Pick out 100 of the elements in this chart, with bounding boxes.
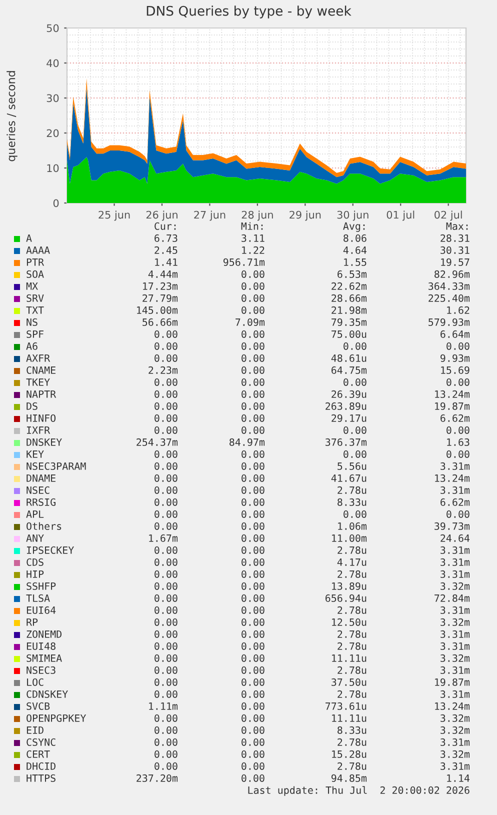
text: 0.00 <box>154 654 178 662</box>
text: 21.98m <box>332 306 367 314</box>
text: 24.64 <box>440 534 470 542</box>
legend-label: NSEC3PARAM <box>26 462 86 470</box>
y-tick-label: 40 <box>46 59 59 68</box>
text: 56.66m <box>142 318 178 326</box>
y-tick-label: 50 <box>46 24 59 32</box>
text: 0.00 <box>154 342 178 350</box>
text: 75.00u <box>332 330 366 338</box>
text: 0.00 <box>242 750 264 758</box>
text: 1.55 <box>344 258 366 266</box>
text: 0.00 <box>242 618 264 626</box>
text: 2.78u <box>338 690 366 698</box>
text: 0.00 <box>154 642 178 650</box>
text: 17.23m <box>143 282 178 290</box>
legend-label: AXFR <box>26 354 50 362</box>
text: 3.31m <box>440 570 470 578</box>
text: 0.00 <box>242 450 264 458</box>
text: 4.64 <box>343 246 367 254</box>
text: 3.31m <box>440 630 470 638</box>
text: 0.00 <box>242 294 264 302</box>
legend-label: DNAME <box>26 474 56 482</box>
text: 0.00 <box>242 738 264 746</box>
text: 237.20m <box>136 774 178 782</box>
text: 0.00 <box>154 714 178 722</box>
text: 11.11u <box>332 654 366 662</box>
text: Last update: Thu Jul 2 20:00:02 2026 <box>248 786 470 796</box>
text: 0.00 <box>154 474 178 482</box>
text: 28.66m <box>332 294 367 302</box>
x-tick-label: 30 jun <box>337 210 368 221</box>
text: 0.00 <box>154 690 178 698</box>
legend-label: OPENPGPKEY <box>26 714 86 722</box>
text: 263.89u <box>326 402 366 410</box>
legend-label: DHCID <box>26 762 56 770</box>
text: 0.00 <box>242 594 264 602</box>
text: 773.61u <box>326 702 366 710</box>
legend-label: SRV <box>26 294 44 302</box>
text: 0.00 <box>154 678 178 686</box>
text: 956.71m <box>223 258 265 266</box>
text: 0.00 <box>154 402 178 410</box>
text: 2.78u <box>338 738 366 746</box>
text: 13.24m <box>435 702 470 710</box>
text: 0.00 <box>344 426 366 434</box>
text: 2.23m <box>148 366 178 374</box>
text: 82.96m <box>434 270 470 278</box>
text: 3.32m <box>440 726 470 734</box>
text: 0.00 <box>154 330 178 338</box>
legend-label: ZONEMD <box>26 630 62 638</box>
text: 0.00 <box>446 378 470 386</box>
legend-label: SVCB <box>26 702 50 710</box>
text: 0.00 <box>344 342 366 350</box>
text: 30.31 <box>440 246 470 254</box>
text: 1.11m <box>149 702 178 710</box>
text: 15.28u <box>332 750 366 758</box>
text: 0.00 <box>154 582 178 590</box>
text: 0.00 <box>242 606 264 614</box>
text: 0.00 <box>344 510 366 518</box>
text: 0.00 <box>242 570 264 578</box>
text: 0.00 <box>242 366 264 374</box>
text: 0.00 <box>242 762 264 770</box>
text: 4.44m <box>148 270 178 278</box>
text: 0.00 <box>344 450 366 458</box>
text: 0.00 <box>242 582 264 590</box>
text: 0.00 <box>154 390 178 398</box>
x-tick-label: 27 jun <box>194 210 226 221</box>
legend-label: RRSIG <box>26 498 56 506</box>
text: 19.57 <box>441 258 470 266</box>
text: 13.89u <box>332 582 366 590</box>
text: 8.33u <box>338 498 366 506</box>
text: 3.31m <box>440 762 470 770</box>
text: 11.00m <box>332 534 367 542</box>
text: 0.00 <box>154 630 178 638</box>
text: 0.00 <box>154 522 178 530</box>
text: 0.00 <box>154 546 178 554</box>
legend-label: NAPTR <box>26 390 56 398</box>
text: 0.00 <box>154 354 178 362</box>
text: 3.31m <box>440 462 470 470</box>
text: 0.00 <box>242 630 264 638</box>
legend-label: EUI48 <box>26 642 56 650</box>
legend-label: ANY <box>26 534 44 542</box>
text: 0.00 <box>446 342 470 350</box>
text: 0.00 <box>446 510 470 518</box>
legend-label: CDS <box>26 558 44 566</box>
text: 6.64m <box>440 330 470 338</box>
text: 0.00 <box>154 462 178 470</box>
legend-label: CNAME <box>26 366 56 374</box>
text: 145.00m <box>137 306 178 314</box>
legend-label: CDNSKEY <box>26 690 68 698</box>
text: 3.31m <box>440 606 470 614</box>
text: 364.33m <box>428 282 470 290</box>
text: 0.00 <box>446 450 470 458</box>
text: 19.87m <box>435 402 470 410</box>
x-tick-label: 28 jun <box>242 210 273 221</box>
text: 6.62m <box>440 414 470 422</box>
legend-label: HINFO <box>26 414 56 422</box>
legend-label: CERT <box>26 750 50 758</box>
text: 0.00 <box>242 702 264 710</box>
text: 0.00 <box>242 678 264 686</box>
legend-label: SMIMEA <box>26 654 62 662</box>
text: Avg: <box>343 222 365 232</box>
